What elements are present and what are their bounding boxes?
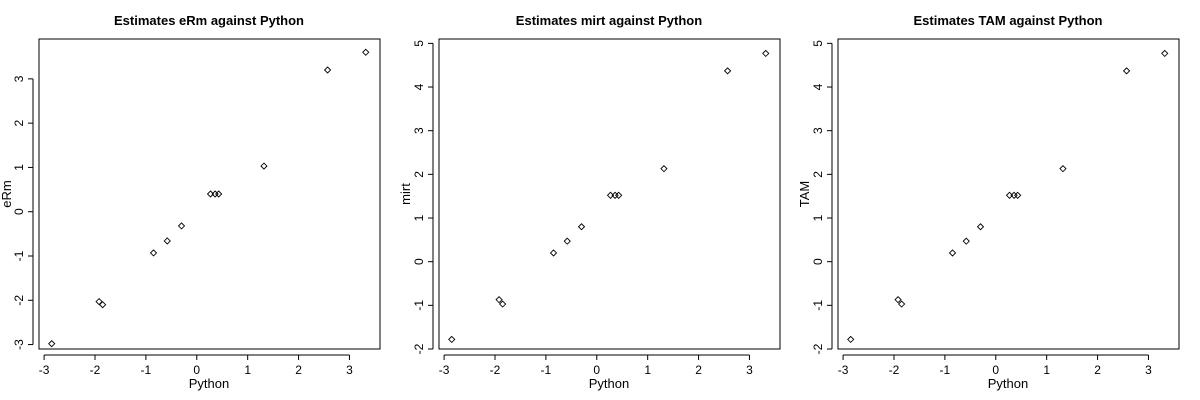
data-point	[98, 301, 107, 309]
x-tick-label: -3	[39, 363, 50, 377]
y-tick-label: 0	[12, 208, 26, 215]
x-tick-label: 2	[1094, 363, 1101, 377]
data-point	[163, 237, 171, 245]
chart-title: Estimates TAM against Python	[913, 13, 1102, 28]
y-axis-label: TAM	[797, 181, 812, 207]
data-point	[577, 223, 586, 231]
data-point	[660, 165, 668, 173]
x-tick-label: -2	[90, 363, 101, 377]
y-tick-label: 0	[811, 258, 825, 265]
y-tick-label: 2	[412, 171, 426, 178]
marks-group: -3 -2 -1 0 1 2 3 -2 -1 0 1 2 3 4 5	[412, 40, 770, 377]
x-tick-label: -2	[889, 363, 900, 377]
y-tick-label: 4	[412, 83, 426, 90]
data-point	[549, 249, 558, 257]
data-point	[95, 297, 103, 306]
data-point	[948, 249, 957, 257]
x-tick-label: 1	[1043, 363, 1050, 377]
data-point	[563, 237, 571, 245]
y-tick-label: 1	[412, 214, 426, 221]
data-point	[1059, 165, 1067, 173]
panel-tam: Estimates TAM against Python Python TAM …	[797, 13, 1180, 391]
panel-mirt: Estimates mirt against Python Python mir…	[398, 13, 781, 391]
chart-title: Estimates eRm against Python	[114, 13, 304, 28]
y-tick-label: 1	[811, 214, 825, 221]
data-point	[495, 296, 503, 304]
y-tick-label: 3	[412, 127, 426, 134]
x-tick-label: 2	[695, 363, 702, 377]
marks-group: -3 -2 -1 0 1 2 3 -3 -2 -1 0 1 2 3	[12, 48, 370, 377]
data-point	[149, 249, 158, 257]
plot-frame	[438, 38, 781, 350]
data-point	[498, 300, 507, 308]
x-tick-label: 3	[346, 363, 353, 377]
data-point	[762, 49, 770, 58]
x-tick-label: 3	[1145, 363, 1152, 377]
data-point	[615, 191, 623, 199]
y-tick-label: 1	[12, 164, 26, 171]
y-tick-label: -2	[811, 343, 825, 354]
y-tick-label: 2	[12, 119, 26, 126]
x-tick-label: -1	[541, 363, 552, 377]
y-tick-label: 3	[811, 127, 825, 134]
y-axis-label: eRm	[0, 180, 14, 207]
data-point	[723, 67, 732, 75]
plot-frame	[837, 38, 1180, 350]
y-tick-label: -2	[412, 343, 426, 354]
x-tick-label: 2	[295, 363, 302, 377]
data-point	[1014, 191, 1022, 199]
x-tick-label: 0	[593, 363, 600, 377]
x-tick-label: 1	[644, 363, 651, 377]
x-tick-label: 0	[992, 363, 999, 377]
plot-frame	[38, 38, 381, 350]
y-axis-label: mirt	[398, 183, 413, 205]
y-tick-label: -1	[811, 300, 825, 311]
y-tick-label: 0	[412, 258, 426, 265]
x-tick-label: 1	[244, 363, 251, 377]
data-point	[962, 237, 970, 245]
data-point	[215, 190, 223, 198]
panel-erm: Estimates eRm against Python Python eRm …	[0, 13, 381, 391]
x-axis-label: Python	[189, 376, 229, 391]
data-point	[976, 223, 985, 231]
data-point	[897, 300, 906, 308]
data-point	[847, 335, 855, 344]
x-axis-label: Python	[589, 376, 629, 391]
data-point	[894, 296, 902, 304]
data-point	[1161, 49, 1169, 58]
chart-title: Estimates mirt against Python	[516, 13, 702, 28]
x-tick-label: -1	[940, 363, 951, 377]
data-point	[1122, 67, 1131, 75]
y-tick-label: 5	[412, 40, 426, 47]
x-tick-label: 3	[746, 363, 753, 377]
x-tick-label: -1	[141, 363, 152, 377]
y-tick-label: -2	[12, 295, 26, 306]
data-point	[448, 335, 456, 344]
data-point	[48, 340, 56, 348]
marks-group: -3 -2 -1 0 1 2 3 -2 -1 0 1 2 3 4 5	[811, 40, 1169, 377]
x-axis-label: Python	[988, 376, 1028, 391]
data-point	[260, 162, 268, 170]
y-tick-label: -1	[12, 250, 26, 261]
y-tick-label: 4	[811, 83, 825, 90]
y-tick-label: -1	[412, 300, 426, 311]
data-point	[362, 48, 370, 56]
data-point	[323, 66, 332, 74]
x-tick-label: 0	[193, 363, 200, 377]
y-tick-label: -3	[12, 339, 26, 350]
y-tick-label: 5	[811, 40, 825, 47]
x-tick-label: -3	[439, 363, 450, 377]
y-tick-label: 3	[12, 75, 26, 82]
y-tick-label: 2	[811, 171, 825, 178]
data-point	[177, 222, 186, 230]
x-tick-label: -3	[838, 363, 849, 377]
x-tick-label: -2	[490, 363, 501, 377]
